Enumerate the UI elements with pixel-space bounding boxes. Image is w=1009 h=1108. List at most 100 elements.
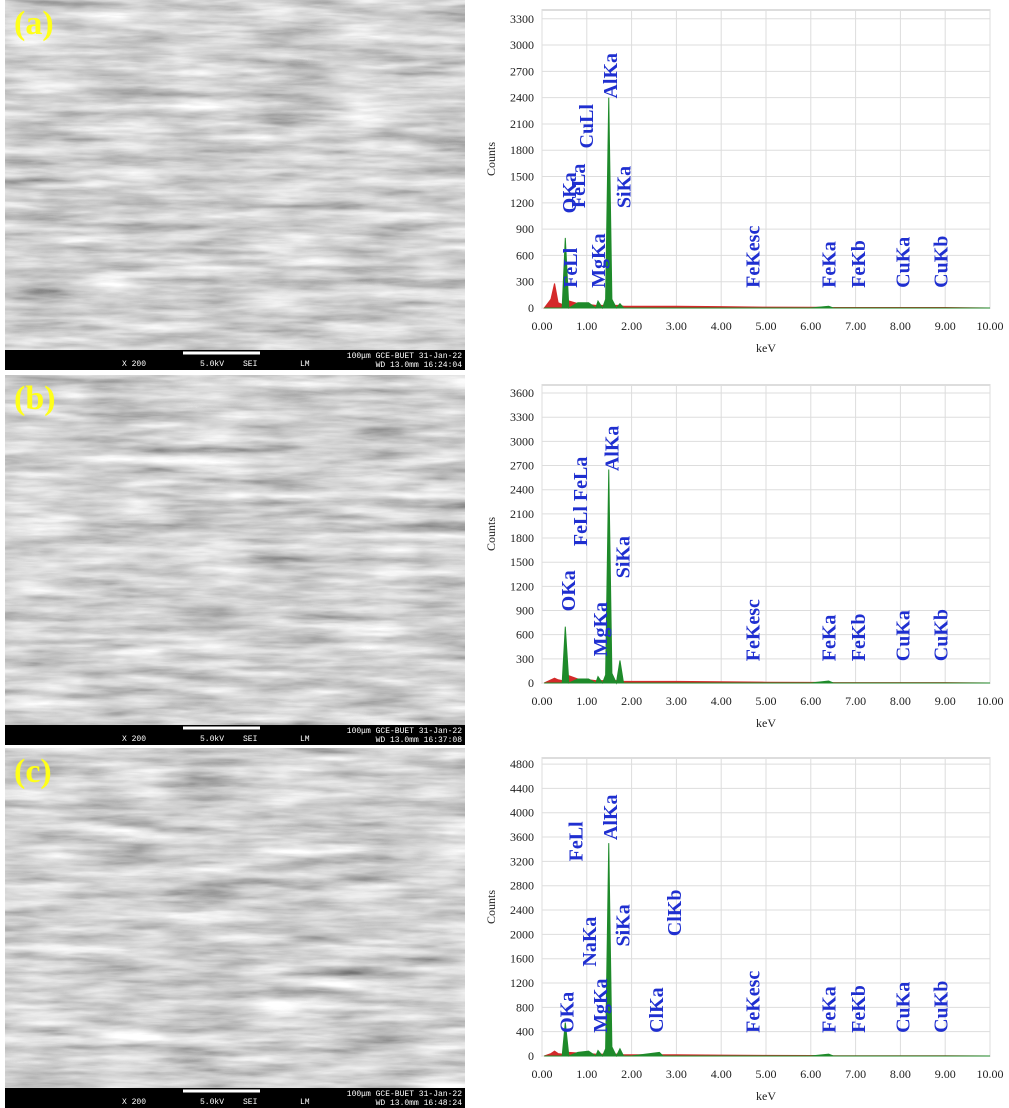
peak-label: OKa: [559, 172, 581, 213]
peak-label: CuKa: [893, 610, 915, 661]
x-tick-label: 0.00: [532, 319, 553, 333]
y-tick-label: 1600: [510, 952, 534, 966]
y-tick-label: 3000: [510, 38, 534, 52]
x-tick-label: 6.00: [800, 694, 821, 708]
y-tick-label: 2400: [510, 91, 534, 105]
y-tick-label: 2400: [510, 903, 534, 917]
y-tick-label: 3000: [510, 434, 534, 448]
x-tick-label: 7.00: [845, 1067, 866, 1081]
x-tick-label: 0.00: [532, 1067, 553, 1081]
y-tick-label: 0: [528, 676, 534, 690]
peak-label: MgKa: [590, 602, 612, 656]
x-axis-label: keV: [756, 1089, 776, 1103]
y-tick-label: 2700: [510, 459, 534, 473]
x-tick-label: 3.00: [666, 319, 687, 333]
sem-mode: SEI: [243, 1098, 257, 1107]
x-tick-label: 4.00: [711, 1067, 732, 1081]
peak-label: CuKb: [931, 981, 953, 1033]
y-tick-label: 3600: [510, 386, 534, 400]
peak-label: AlKa: [601, 426, 623, 472]
sem-kv: 5.0kV: [200, 360, 224, 369]
y-tick-label: 300: [516, 652, 534, 666]
sem-info-bar: [5, 725, 465, 745]
x-tick-label: 5.00: [756, 1067, 777, 1081]
y-tick-label: 1800: [510, 143, 534, 157]
y-tick-label: 400: [516, 1025, 534, 1039]
y-tick-label: 2700: [510, 64, 534, 78]
sem-info-bar: [5, 1088, 465, 1108]
x-tick-label: 1.00: [576, 694, 597, 708]
x-tick-label: 10.00: [977, 1067, 1004, 1081]
x-tick-label: 2.00: [621, 694, 642, 708]
peak-label: MgKa: [590, 978, 612, 1032]
peak-label: FeKesc: [743, 226, 765, 288]
x-tick-label: 5.00: [756, 319, 777, 333]
sem-kv: 5.0kV: [200, 735, 224, 744]
peak-label: CuKa: [893, 237, 915, 288]
x-tick-label: 8.00: [890, 319, 911, 333]
peak-label: CuKb: [931, 609, 953, 661]
y-tick-label: 4400: [510, 781, 534, 795]
sem-mode: SEI: [243, 735, 257, 744]
y-tick-label: 800: [516, 1000, 534, 1014]
peak-label: OKa: [557, 992, 579, 1033]
x-tick-label: 4.00: [711, 694, 732, 708]
y-tick-label: 3200: [510, 854, 534, 868]
sem-info: WD 13.0mm 16:24:04: [376, 361, 463, 370]
sem-info: WD 13.0mm 16:48:24: [376, 1099, 463, 1108]
spectrum-area: [544, 843, 990, 1058]
peak-label: NaKa: [579, 917, 601, 967]
sem-mode: SEI: [243, 360, 257, 369]
sem-info-bar: [5, 350, 465, 370]
peak-label: FeKb: [848, 240, 870, 288]
sem-info: 100μm GCE-BUET 31-Jan-22: [347, 352, 462, 361]
x-tick-label: 3.00: [666, 694, 687, 708]
y-tick-label: 1200: [510, 196, 534, 210]
y-tick-label: 1200: [510, 976, 534, 990]
x-axis-label: keV: [756, 716, 776, 730]
y-axis-label: Counts: [484, 142, 498, 176]
sem-info: WD 13.0mm 16:37:08: [376, 736, 463, 745]
y-tick-label: 4000: [510, 806, 534, 820]
x-tick-label: 6.00: [800, 319, 821, 333]
y-axis-label: Counts: [484, 517, 498, 551]
y-tick-label: 2000: [510, 927, 534, 941]
y-tick-label: 1500: [510, 170, 534, 184]
y-tick-label: 0: [528, 1049, 534, 1063]
peak-label: ClKa: [646, 987, 668, 1033]
peak-label: OKa: [558, 570, 580, 611]
y-tick-label: 2100: [510, 507, 534, 521]
sem-info: 100μm GCE-BUET 31-Jan-22: [347, 727, 462, 736]
y-tick-label: 3300: [510, 12, 534, 26]
x-tick-label: 3.00: [666, 1067, 687, 1081]
y-tick-label: 2800: [510, 879, 534, 893]
x-tick-label: 8.00: [890, 1067, 911, 1081]
y-tick-label: 3600: [510, 830, 534, 844]
peak-label: SiKa: [613, 536, 635, 578]
y-tick-label: 3300: [510, 410, 534, 424]
sem-mag: X 200: [122, 360, 146, 369]
x-tick-label: 9.00: [935, 1067, 956, 1081]
y-tick-label: 0: [528, 301, 534, 315]
sem-info: 100μm GCE-BUET 31-Jan-22: [347, 1090, 462, 1099]
sem-lm: LM: [300, 735, 310, 744]
peak-label: AlKa: [600, 795, 622, 841]
x-tick-label: 1.00: [576, 319, 597, 333]
sem-image: [5, 375, 465, 725]
x-tick-label: 7.00: [845, 694, 866, 708]
y-tick-label: 300: [516, 275, 534, 289]
peak-label: FeKa: [819, 241, 841, 288]
sem-mag: X 200: [122, 735, 146, 744]
panel-label: (a): [14, 5, 54, 42]
y-tick-label: 900: [516, 604, 534, 618]
peak-label: FeKb: [848, 613, 870, 661]
x-tick-label: 0.00: [532, 694, 553, 708]
spectrum-area: [544, 469, 990, 685]
x-tick-label: 10.00: [977, 319, 1004, 333]
peak-label: ClKb: [664, 890, 686, 937]
peak-label: FeLl FeLa: [570, 457, 592, 546]
sem-lm: LM: [300, 360, 310, 369]
sem-lm: LM: [300, 1098, 310, 1107]
